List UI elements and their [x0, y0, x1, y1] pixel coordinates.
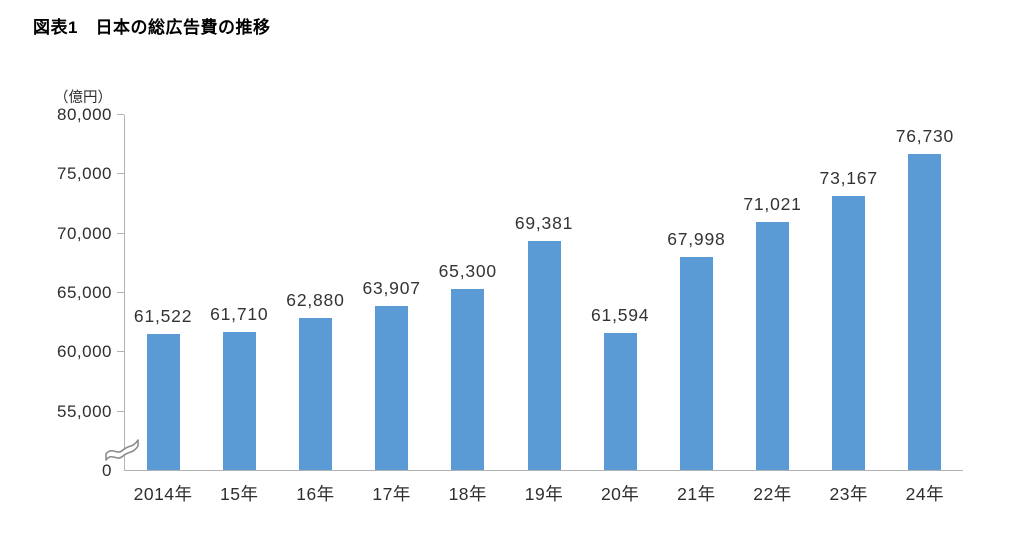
y-axis-tick — [117, 292, 124, 293]
bar-22年 — [756, 221, 790, 471]
x-axis-tick-label: 2014年 — [133, 484, 193, 504]
y-axis-tick-label: 80,000 — [57, 105, 112, 124]
y-axis-tick-label: 65,000 — [57, 283, 112, 302]
bar-value-label: 63,907 — [362, 277, 421, 298]
bar-value-label: 65,300 — [438, 261, 497, 282]
y-axis-tick — [117, 410, 124, 412]
y-axis-tick-label: 70,000 — [57, 223, 112, 243]
bar-2014年 — [146, 334, 180, 471]
bar-value-label: 67,998 — [667, 229, 726, 250]
x-axis-tick-label: 17年 — [372, 484, 411, 504]
x-axis-tick-label: 18年 — [448, 484, 488, 504]
bar-18年 — [451, 289, 485, 471]
y-axis-unit-label: （億円） — [54, 90, 112, 106]
y-axis-line — [124, 115, 125, 471]
bar-23年 — [832, 196, 866, 471]
y-axis-tick — [117, 173, 124, 175]
bar-value-label: 61,594 — [591, 305, 650, 326]
x-axis-tick-label: 21年 — [677, 484, 716, 504]
bar-value-label: 61,522 — [133, 306, 193, 327]
bar-19年 — [527, 241, 561, 471]
x-axis-tick-label: 15年 — [220, 484, 259, 504]
bar-24年 — [908, 153, 942, 471]
x-axis-tick-label: 22年 — [753, 484, 792, 504]
y-axis-tick-label: 0 — [102, 461, 112, 480]
x-axis-tick-label: 23年 — [829, 484, 868, 504]
y-axis-tick — [117, 232, 124, 234]
x-axis-tick-label: 20年 — [600, 484, 640, 504]
axis-break-icon — [105, 439, 139, 461]
x-axis-tick-label: 19年 — [524, 484, 564, 504]
x-axis-line — [125, 470, 963, 471]
x-axis-tick-label: 24年 — [905, 484, 945, 504]
bar-17年 — [375, 305, 409, 471]
y-axis-tick-label: 55,000 — [57, 401, 112, 421]
y-axis-tick-label: 60,000 — [57, 342, 112, 362]
y-axis-tick-label: 75,000 — [57, 164, 112, 184]
bar-15年 — [222, 332, 256, 471]
bar-value-label: 76,730 — [895, 125, 955, 146]
chart-title: 図表1 日本の総広告費の推移 — [33, 18, 271, 37]
bar-value-label: 61,710 — [210, 304, 269, 325]
y-axis-tick — [117, 114, 124, 115]
bar-value-label: 71,021 — [743, 193, 802, 214]
bar-20年 — [603, 333, 637, 471]
x-axis-tick-label: 16年 — [296, 484, 335, 504]
bar-value-label: 69,381 — [514, 213, 574, 233]
bar-value-label: 73,167 — [819, 168, 878, 189]
bar-16年 — [298, 318, 332, 471]
y-axis-tick — [117, 351, 124, 353]
bar-value-label: 62,880 — [286, 290, 345, 311]
bar-21年 — [679, 257, 713, 471]
